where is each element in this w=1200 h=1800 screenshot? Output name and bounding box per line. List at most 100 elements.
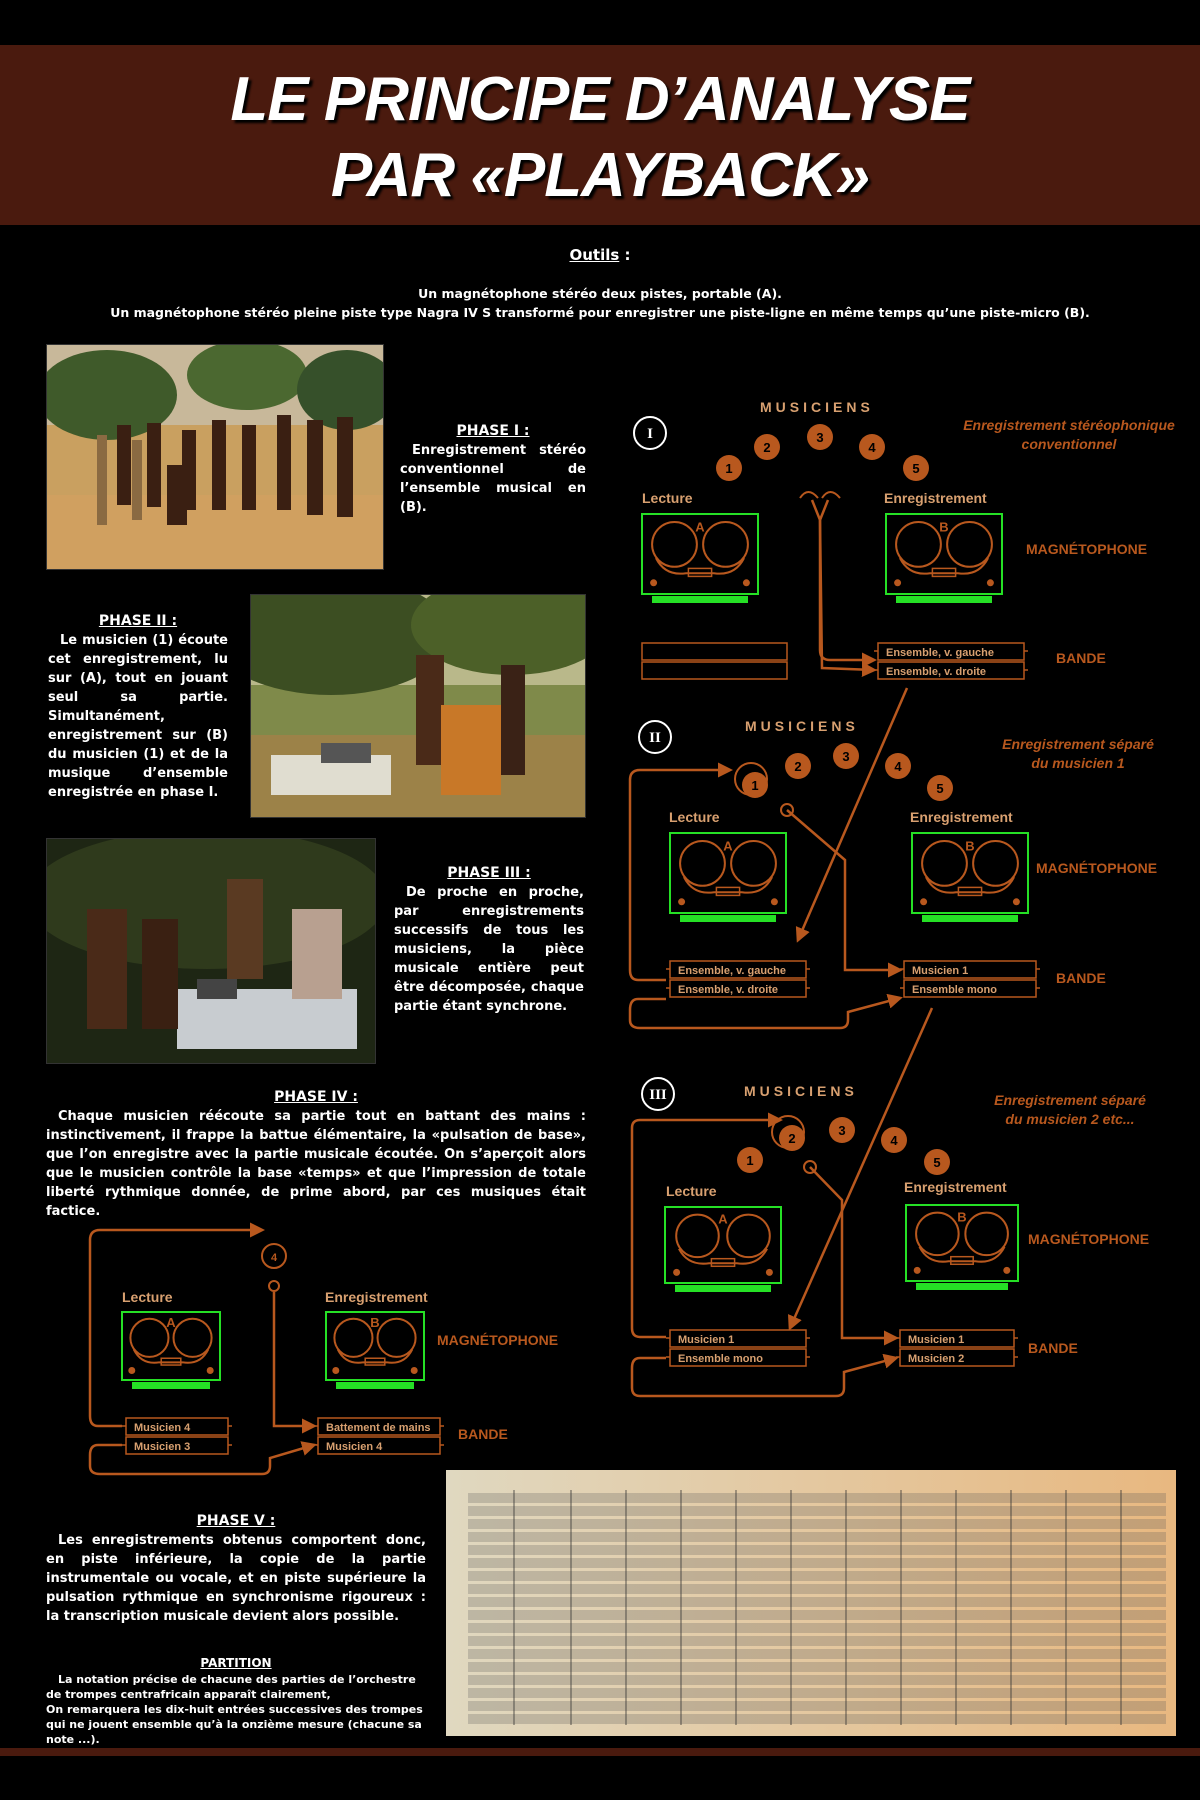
machine-a-4: A: [121, 1311, 221, 1389]
photo-musician-recording: [250, 594, 586, 818]
svg-text:4: 4: [894, 759, 902, 774]
enregistrement-label-3: Enregistrement: [904, 1179, 1007, 1195]
magnetophone-label-4: MAGNÉTOPHONE: [437, 1332, 558, 1348]
svg-text:I: I: [647, 426, 653, 442]
svg-text:1: 1: [725, 461, 732, 476]
machine-b-3: B: [905, 1204, 1019, 1290]
partition-line-2: On remarquera les dix-huit entrées succe…: [46, 1703, 423, 1746]
phase-1-text: PHASE I : Enregistrement stéréo conventi…: [400, 422, 586, 517]
tape-b-2: Musicien 1 Ensemble mono: [900, 960, 1040, 998]
musician-numbers-3: 1 2 3 4 5: [737, 1115, 950, 1175]
musician-numbers-2: 1 2 3 4 5: [734, 743, 953, 801]
caption-2: du musicien 1: [1031, 755, 1125, 771]
caption-3: Enregistrement séparé: [994, 1092, 1146, 1108]
tape-label: Ensemble, v. droite: [678, 984, 778, 996]
signal-line: [272, 1292, 317, 1434]
svg-text:2: 2: [788, 1131, 795, 1146]
phase-2-body: Le musicien (1) écoute cet enregistremen…: [48, 633, 228, 800]
phase-4-title: PHASE IV :: [274, 1089, 358, 1105]
title-banner: [0, 45, 1200, 225]
svg-text:3: 3: [842, 749, 849, 764]
mic-icon: [268, 1280, 280, 1292]
signal-line: [786, 809, 903, 978]
phase-5-text: PHASE V : Les enregistrements obtenus co…: [46, 1512, 426, 1626]
tape-a-2: Ensemble, v. gauche Ensemble, v. droite: [666, 960, 810, 998]
lecture-label-1: Lecture: [642, 490, 693, 506]
tape-label: Ensemble mono: [678, 1353, 763, 1365]
phase-4-body: Chaque musicien réécoute sa partie tout …: [46, 1109, 586, 1219]
svg-text:A: A: [695, 520, 705, 535]
machine-a-1: A: [641, 513, 759, 603]
bande-label-4: BANDE: [458, 1426, 508, 1442]
tape-label: Musicien 1: [908, 1334, 964, 1346]
signal-line: [630, 1353, 899, 1398]
phase-5-title: PHASE V :: [196, 1513, 276, 1529]
signal-line: [88, 1441, 317, 1476]
enregistrement-label-1: Enregistrement: [884, 490, 987, 506]
svg-text:B: B: [957, 1210, 966, 1225]
svg-text:B: B: [965, 839, 974, 854]
roman-3: III: [641, 1077, 675, 1111]
svg-text:3: 3: [816, 430, 823, 445]
svg-text:2: 2: [794, 759, 801, 774]
tape-a-3: Musicien 1 Ensemble mono: [666, 1329, 810, 1367]
phase-2-title: PHASE II :: [98, 613, 178, 629]
tape-label: Musicien 1: [912, 965, 968, 977]
tape-label: Musicien 4: [326, 1441, 383, 1453]
tape-label: Ensemble, v. droite: [886, 666, 986, 678]
signal-line: [630, 1112, 783, 1339]
phase-3-title: PHASE III :: [447, 865, 531, 881]
signal-line: [628, 993, 903, 1030]
roman-1: I: [633, 416, 667, 450]
mic-icon: [803, 1160, 817, 1174]
lecture-label-4: Lecture: [122, 1289, 173, 1305]
phase-4-text: PHASE IV : Chaque musicien réécoute sa p…: [46, 1088, 586, 1221]
mic-icon: [821, 491, 841, 499]
bande-label-2: BANDE: [1056, 970, 1106, 986]
mic-icon: [780, 803, 794, 817]
lecture-label-2: Lecture: [669, 809, 720, 825]
phase-5-body: Les enregistrements obtenus comportent d…: [46, 1533, 426, 1624]
signal-line: [818, 499, 877, 678]
svg-text:5: 5: [933, 1155, 940, 1170]
tape-label: Battement de mains: [326, 1422, 431, 1434]
tape-label: Musicien 1: [678, 1334, 734, 1346]
empty-tape-1: [641, 642, 788, 661]
musiciens-label-1: MUSICIENS: [760, 399, 874, 415]
machine-b-2: B: [911, 832, 1029, 922]
svg-text:1: 1: [746, 1153, 753, 1168]
musiciens-label-2: MUSICIENS: [745, 718, 859, 734]
page-title: LE PRINCIPE D’ANALYSE PAR «PLAYBACK»: [0, 62, 1200, 214]
enregistrement-label-2: Enregistrement: [910, 809, 1013, 825]
musician-numbers-1: 1 2 3 4 5: [716, 424, 929, 481]
svg-text:III: III: [649, 1087, 667, 1103]
tools-line-1: Un magnétophone stéréo deux pistes, port…: [418, 286, 782, 301]
roman-2: II: [638, 720, 672, 754]
magnetophone-label-2: MAGNÉTOPHONE: [1036, 860, 1157, 876]
svg-text:B: B: [939, 520, 948, 535]
svg-text:A: A: [718, 1212, 728, 1227]
signal-line: [788, 1007, 934, 1331]
svg-text:4: 4: [890, 1133, 898, 1148]
tape-b-4: Battement de mains Musicien 4: [314, 1417, 444, 1455]
machine-b-1: B: [885, 513, 1003, 603]
signal-line: [795, 687, 909, 943]
svg-text:3: 3: [838, 1123, 845, 1138]
magnetophone-label-3: MAGNÉTOPHONE: [1028, 1231, 1149, 1247]
photo-forest-session: [46, 838, 376, 1064]
magnetophone-label-1: MAGNÉTOPHONE: [1026, 541, 1147, 557]
caption-1: Enregistrement stéréophonique: [963, 417, 1175, 433]
svg-text:A: A: [723, 839, 733, 854]
musician-4-icon: [261, 1243, 287, 1269]
tape-label: Ensemble, v. gauche: [886, 647, 994, 659]
lecture-label-3: Lecture: [666, 1183, 717, 1199]
mic-icon: [799, 491, 819, 499]
footer-bar: [0, 1748, 1200, 1756]
machine-b-4: B: [325, 1311, 425, 1389]
phase-1-title: PHASE I :: [456, 423, 530, 439]
musician-4-number: 4: [271, 1252, 278, 1264]
tape-label: Musicien 3: [134, 1441, 190, 1453]
svg-text:B: B: [370, 1315, 379, 1330]
svg-text:A: A: [166, 1315, 176, 1330]
